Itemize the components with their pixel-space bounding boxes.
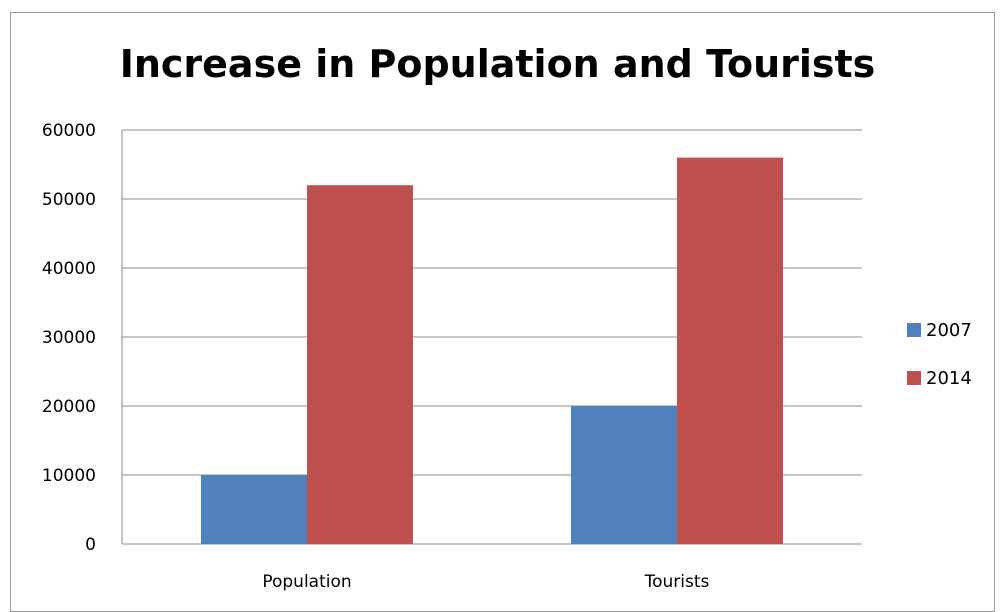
legend-label: 2007: [926, 320, 972, 341]
chart-title: Increase in Population and Tourists: [119, 42, 876, 86]
y-tick-label: 60000: [42, 121, 96, 141]
y-tick-label: 40000: [42, 259, 96, 279]
y-tick-label: 30000: [42, 328, 96, 348]
bar-2014-tourists: [677, 157, 783, 544]
bar-2007-tourists: [571, 406, 677, 544]
x-category-label: Tourists: [644, 572, 710, 592]
x-axis-category-labels: Population Tourists: [262, 572, 709, 592]
legend-label: 2014: [926, 368, 972, 389]
y-tick-label: 10000: [42, 466, 96, 486]
y-tick-label: 20000: [42, 397, 96, 417]
bars: [201, 157, 783, 544]
x-category-label: Population: [262, 572, 351, 592]
legend-swatch: [907, 371, 921, 385]
bar-2007-population: [201, 475, 307, 544]
legend: 2007 2014: [907, 320, 972, 389]
y-tick-label: 50000: [42, 190, 96, 210]
y-axis-tick-labels: 0 10000 20000 30000 40000 50000 60000: [42, 121, 96, 555]
bar-2014-population: [307, 185, 413, 544]
legend-swatch: [907, 323, 921, 337]
chart-frame: [10, 12, 995, 612]
y-tick-label: 0: [85, 535, 96, 555]
